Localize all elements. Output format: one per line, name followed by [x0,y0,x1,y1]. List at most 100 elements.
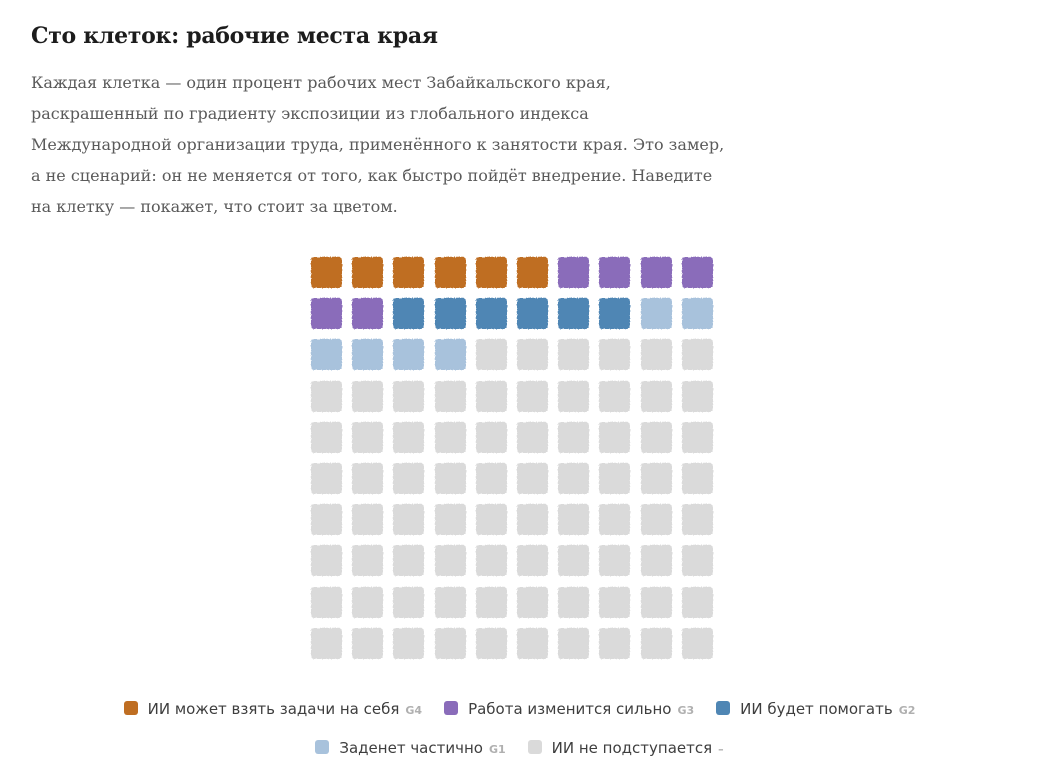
waffle-cell-none[interactable] [476,545,507,576]
waffle-cell-g2[interactable] [517,298,548,329]
waffle-cell-none[interactable] [352,628,383,659]
waffle-cell-none[interactable] [476,504,507,535]
waffle-cell-none[interactable] [558,463,589,494]
waffle-cell-none[interactable] [352,504,383,535]
waffle-cell-g4[interactable] [476,257,507,288]
waffle-cell-g3[interactable] [558,257,589,288]
waffle-cell-none[interactable] [517,504,548,535]
waffle-cell-g4[interactable] [517,257,548,288]
waffle-cell-g2[interactable] [476,298,507,329]
waffle-cell-none[interactable] [435,587,466,618]
waffle-cell-none[interactable] [311,422,342,453]
waffle-cell-none[interactable] [311,463,342,494]
waffle-cell-none[interactable] [352,587,383,618]
waffle-cell-none[interactable] [352,422,383,453]
waffle-cell-none[interactable] [311,628,342,659]
waffle-cell-none[interactable] [599,504,630,535]
waffle-cell-g1[interactable] [352,339,383,370]
waffle-cell-g3[interactable] [682,257,713,288]
waffle-cell-none[interactable] [435,504,466,535]
waffle-cell-none[interactable] [558,339,589,370]
waffle-cell-none[interactable] [641,587,672,618]
waffle-cell-none[interactable] [435,463,466,494]
waffle-cell-none[interactable] [393,587,424,618]
waffle-cell-none[interactable] [682,381,713,412]
waffle-cell-none[interactable] [517,381,548,412]
waffle-cell-none[interactable] [641,504,672,535]
waffle-cell-none[interactable] [352,381,383,412]
waffle-cell-none[interactable] [393,422,424,453]
waffle-cell-none[interactable] [682,504,713,535]
waffle-cell-none[interactable] [435,381,466,412]
waffle-cell-none[interactable] [599,545,630,576]
waffle-cell-none[interactable] [517,422,548,453]
waffle-cell-none[interactable] [682,587,713,618]
waffle-cell-none[interactable] [682,422,713,453]
waffle-cell-g2[interactable] [393,298,424,329]
waffle-cell-g2[interactable] [599,298,630,329]
waffle-cell-g3[interactable] [311,298,342,329]
waffle-cell-g3[interactable] [641,257,672,288]
waffle-cell-none[interactable] [682,463,713,494]
waffle-cell-g1[interactable] [435,339,466,370]
waffle-cell-none[interactable] [476,339,507,370]
waffle-cell-none[interactable] [517,463,548,494]
waffle-cell-none[interactable] [641,422,672,453]
waffle-cell-none[interactable] [352,545,383,576]
waffle-cell-none[interactable] [476,628,507,659]
waffle-cell-none[interactable] [641,463,672,494]
waffle-cell-none[interactable] [682,545,713,576]
waffle-cell-none[interactable] [599,381,630,412]
waffle-cell-none[interactable] [641,381,672,412]
waffle-cell-g1[interactable] [393,339,424,370]
waffle-cell-none[interactable] [476,463,507,494]
waffle-cell-g1[interactable] [641,298,672,329]
waffle-cell-none[interactable] [393,545,424,576]
waffle-cell-none[interactable] [393,628,424,659]
waffle-cell-none[interactable] [435,628,466,659]
waffle-cell-none[interactable] [599,422,630,453]
waffle-cell-none[interactable] [311,545,342,576]
waffle-cell-none[interactable] [641,628,672,659]
waffle-cell-g3[interactable] [352,298,383,329]
waffle-cell-none[interactable] [311,504,342,535]
waffle-cell-none[interactable] [558,504,589,535]
waffle-cell-none[interactable] [476,587,507,618]
waffle-cell-none[interactable] [311,381,342,412]
waffle-cell-none[interactable] [435,545,466,576]
waffle-cell-g1[interactable] [682,298,713,329]
waffle-cell-none[interactable] [435,422,466,453]
waffle-cell-none[interactable] [517,587,548,618]
waffle-cell-none[interactable] [641,339,672,370]
waffle-cell-none[interactable] [352,463,383,494]
waffle-cell-none[interactable] [599,463,630,494]
waffle-cell-none[interactable] [682,628,713,659]
waffle-cell-none[interactable] [393,463,424,494]
waffle-cell-none[interactable] [558,628,589,659]
waffle-cell-none[interactable] [558,587,589,618]
waffle-cell-none[interactable] [393,381,424,412]
waffle-cell-none[interactable] [682,339,713,370]
waffle-cell-none[interactable] [517,339,548,370]
waffle-cell-g4[interactable] [435,257,466,288]
waffle-cell-none[interactable] [558,545,589,576]
waffle-cell-none[interactable] [517,628,548,659]
waffle-cell-g4[interactable] [311,257,342,288]
waffle-cell-g1[interactable] [311,339,342,370]
waffle-cell-none[interactable] [599,339,630,370]
waffle-cell-none[interactable] [558,422,589,453]
waffle-cell-none[interactable] [599,587,630,618]
waffle-cell-g3[interactable] [599,257,630,288]
waffle-cell-g4[interactable] [393,257,424,288]
waffle-cell-none[interactable] [558,381,589,412]
waffle-cell-g2[interactable] [558,298,589,329]
waffle-cell-none[interactable] [393,504,424,535]
waffle-cell-none[interactable] [641,545,672,576]
waffle-cell-none[interactable] [517,545,548,576]
waffle-cell-none[interactable] [599,628,630,659]
waffle-cell-none[interactable] [311,587,342,618]
waffle-cell-none[interactable] [476,381,507,412]
waffle-cell-none[interactable] [476,422,507,453]
waffle-cell-g2[interactable] [435,298,466,329]
waffle-cell-g4[interactable] [352,257,383,288]
